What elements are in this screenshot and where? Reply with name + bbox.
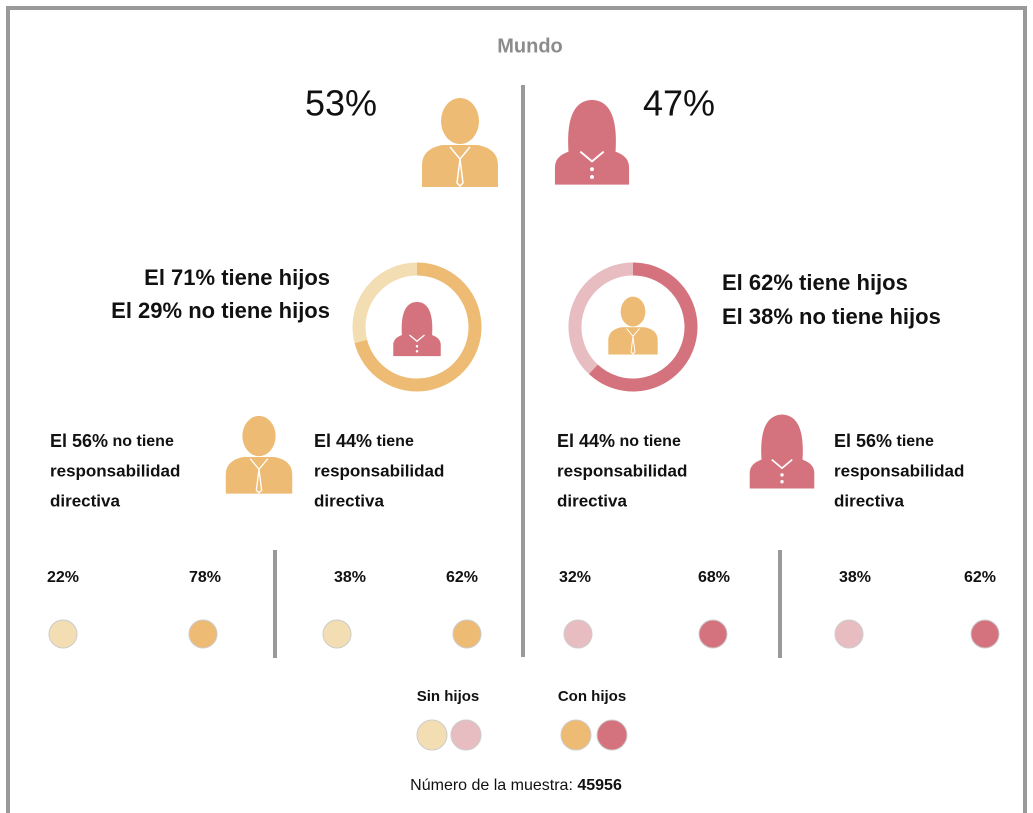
split-label: 38% xyxy=(334,569,366,586)
split-dot xyxy=(188,619,218,649)
management-text: directiva xyxy=(557,491,627,510)
frame xyxy=(6,6,1027,813)
management-share: El 44% xyxy=(557,431,615,451)
split-label: 62% xyxy=(964,569,996,586)
management-text: tiene xyxy=(897,433,934,450)
management-text: directiva xyxy=(314,491,384,510)
donut-segment xyxy=(568,262,634,375)
legend-dot xyxy=(596,719,628,751)
split-label: 32% xyxy=(559,569,591,586)
men-with-children: El 71% tiene hijos xyxy=(144,265,330,290)
icon xyxy=(421,97,499,187)
icon xyxy=(553,98,631,185)
management-text: responsabilidad xyxy=(834,461,964,480)
management-text: directiva xyxy=(834,491,904,510)
split-dot xyxy=(563,619,593,649)
management-share: El 44% xyxy=(314,431,372,451)
management-text: no tiene xyxy=(113,433,174,450)
men-share: 53% xyxy=(305,83,377,124)
split-label: 62% xyxy=(446,569,478,586)
management-share: El 56% xyxy=(50,431,108,451)
icon xyxy=(607,296,659,355)
management-share: El 56% xyxy=(834,431,892,451)
management-line: El 56% no tiene xyxy=(50,431,174,451)
split-dot xyxy=(698,619,728,649)
split-label: 38% xyxy=(839,569,871,586)
footer: Número de la muestra: 45956 xyxy=(410,777,622,794)
women-with-children: El 62% tiene hijos xyxy=(722,270,908,295)
icon xyxy=(392,301,442,357)
split-label: 22% xyxy=(47,569,79,586)
management-text: tiene xyxy=(377,433,414,450)
women-share: 47% xyxy=(643,83,715,124)
legend-dot xyxy=(416,719,448,751)
icon xyxy=(748,413,816,489)
split-dot xyxy=(970,619,1000,649)
donut-segment xyxy=(588,262,698,392)
management-line: El 44% no tiene xyxy=(557,431,681,451)
sample-size: 45956 xyxy=(577,777,622,794)
split-label: 68% xyxy=(698,569,730,586)
management-text: no tiene xyxy=(620,433,681,450)
legend-dot xyxy=(560,719,592,751)
management-text: responsabilidad xyxy=(50,461,180,480)
split-label: 78% xyxy=(189,569,221,586)
split-dot xyxy=(322,619,352,649)
management-line: El 56% tiene xyxy=(834,431,934,451)
management-text: directiva xyxy=(50,491,120,510)
legend-with: Con hijos xyxy=(558,688,626,705)
split-dot xyxy=(452,619,482,649)
footer-label: Número de la muestra: xyxy=(410,777,573,794)
women-without-children: El 38% no tiene hijos xyxy=(722,304,941,329)
legend-without: Sin hijos xyxy=(417,688,480,705)
legend-dot xyxy=(450,719,482,751)
icon xyxy=(225,415,293,494)
donut-segment xyxy=(352,262,418,344)
management-text: responsabilidad xyxy=(314,461,444,480)
split-dot xyxy=(48,619,78,649)
donut-segment xyxy=(354,262,482,392)
management-line: El 44% tiene xyxy=(314,431,414,451)
management-text: responsabilidad xyxy=(557,461,687,480)
split-dot xyxy=(834,619,864,649)
title: Mundo xyxy=(497,35,563,57)
men-without-children: El 29% no tiene hijos xyxy=(111,298,330,323)
